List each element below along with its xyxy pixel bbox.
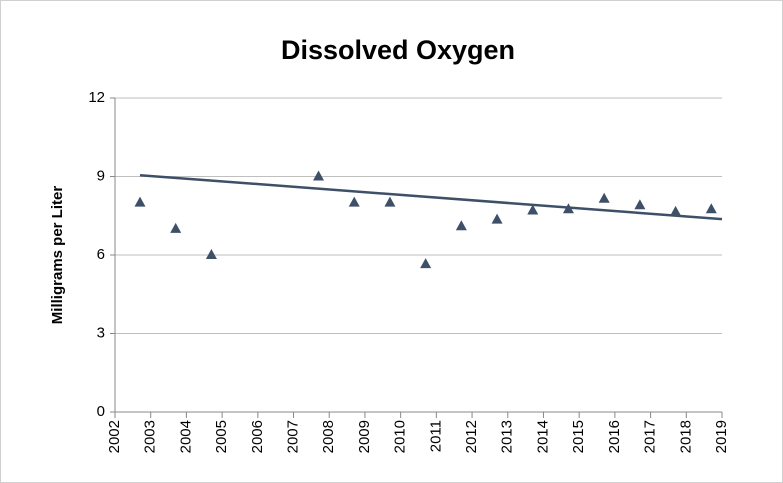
x-tick-label: 2014 bbox=[534, 420, 551, 453]
x-tick-label: 2013 bbox=[499, 420, 516, 453]
y-tick-label: 0 bbox=[97, 403, 105, 420]
data-point bbox=[705, 203, 717, 214]
data-point bbox=[491, 213, 503, 224]
y-tick-label: 12 bbox=[88, 89, 105, 106]
x-tick-label: 2005 bbox=[213, 420, 230, 453]
x-tick-label: 2019 bbox=[713, 420, 730, 453]
x-tick-label: 2010 bbox=[392, 420, 409, 453]
data-point bbox=[313, 170, 325, 181]
data-point bbox=[455, 220, 467, 231]
x-tick-label: 2015 bbox=[570, 420, 587, 453]
x-tick-label: 2009 bbox=[356, 420, 373, 453]
x-tick-label: 2004 bbox=[177, 420, 194, 453]
x-tick-label: 2006 bbox=[249, 420, 266, 453]
x-tick-label: 2018 bbox=[677, 420, 694, 453]
data-point bbox=[634, 199, 646, 210]
x-tick-label: 2002 bbox=[106, 420, 123, 453]
data-point bbox=[527, 204, 539, 215]
x-tick-label: 2012 bbox=[463, 420, 480, 453]
x-tick-label: 2017 bbox=[642, 420, 659, 453]
data-point bbox=[134, 196, 146, 207]
y-tick-label: 6 bbox=[97, 246, 105, 263]
trend-line bbox=[139, 173, 723, 221]
data-point bbox=[670, 205, 682, 216]
x-tick-label: 2007 bbox=[284, 420, 301, 453]
data-point bbox=[205, 249, 217, 259]
chart-title: Dissolved Oxygen bbox=[281, 35, 515, 65]
x-tick-label: 2008 bbox=[320, 420, 337, 453]
x-tick-label: 2011 bbox=[427, 420, 444, 452]
y-tick-label: 9 bbox=[97, 167, 105, 184]
x-tick-label: 2003 bbox=[142, 420, 159, 453]
data-point bbox=[348, 196, 360, 207]
data-point bbox=[170, 222, 182, 233]
data-point bbox=[598, 192, 610, 203]
y-tick-label: 3 bbox=[97, 324, 105, 341]
data-point bbox=[384, 196, 396, 207]
y-axis-label: Milligrams per Liter bbox=[49, 186, 66, 325]
x-tick-label: 2016 bbox=[606, 420, 623, 453]
data-point bbox=[420, 258, 432, 269]
